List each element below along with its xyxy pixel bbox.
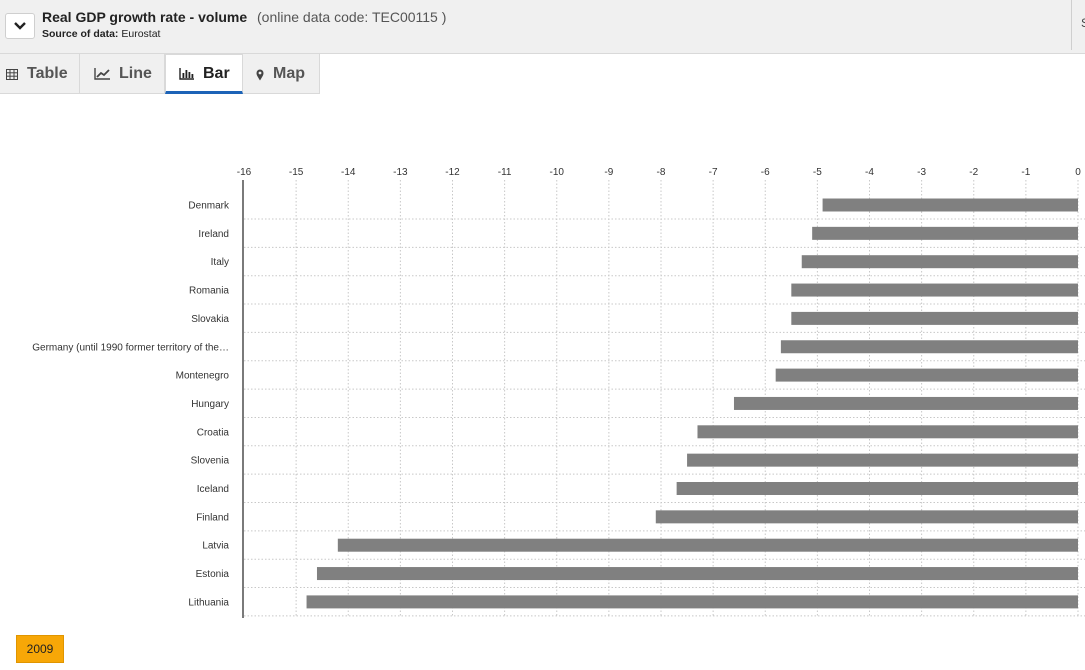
tab-table-label: Table [27,65,68,82]
year-badge[interactable]: 2009 [16,635,64,663]
tab-map-label: Map [273,65,305,82]
map-marker-icon [256,68,264,86]
bar[interactable] [337,538,1078,552]
tab-table[interactable]: Table [0,54,80,94]
source-line: Source of data: Eurostat [42,28,160,40]
category-label: Ireland [198,229,229,240]
bar[interactable] [306,595,1078,609]
dataset-title: Real GDP growth rate - volume [42,9,248,25]
category-label: Latvia [202,541,229,552]
x-tick-label: -14 [341,167,356,178]
source-value: Eurostat [121,28,161,40]
category-label: Germany (until 1990 former territory of … [32,342,229,353]
x-tick-label: -12 [445,167,460,178]
tab-line[interactable]: Line [80,54,165,94]
category-label: Hungary [191,399,229,410]
bar[interactable] [822,198,1078,212]
bar[interactable] [655,510,1078,524]
bar[interactable] [676,482,1078,495]
source-label: Source of data: [42,28,119,40]
x-tick-label: -13 [393,167,408,178]
category-label: Montenegro [176,371,230,382]
category-label: Lithuania [188,597,229,608]
right-panel-label[interactable]: S [1081,16,1085,30]
category-label: Romania [189,286,229,297]
x-tick-label: -3 [917,167,926,178]
category-label: Slovakia [191,314,229,325]
dataset-title-line: Real GDP growth rate - volume (online da… [42,9,446,25]
tab-map[interactable]: Map [243,54,320,94]
bar[interactable] [791,283,1078,297]
tab-line-label: Line [119,65,152,82]
tab-bar[interactable]: Bar [165,54,243,94]
x-tick-label: -2 [969,167,978,178]
bar[interactable] [801,255,1078,269]
x-tick-label: -5 [813,167,822,178]
category-label: Finland [196,512,229,523]
bar[interactable] [733,396,1078,410]
bar[interactable] [316,567,1079,581]
category-label: Slovenia [191,456,230,467]
line-chart-icon [94,67,111,85]
x-tick-label: -8 [657,167,666,178]
dataset-header: Real GDP growth rate - volume (online da… [0,0,1085,54]
bar[interactable] [791,311,1078,325]
category-label: Iceland [197,484,229,495]
bar[interactable] [780,340,1078,354]
bar[interactable] [697,425,1078,439]
x-tick-label: -16 [237,167,252,178]
header-divider [1071,0,1072,50]
category-label: Croatia [197,427,230,438]
x-tick-label: -9 [604,167,613,178]
bar[interactable] [775,368,1078,382]
x-tick-label: -15 [289,167,304,178]
tab-bar-label: Bar [203,65,230,82]
x-tick-label: -1 [1021,167,1030,178]
bar-chart-icon [179,67,195,85]
category-label: Italy [211,257,229,268]
category-label: Estonia [196,569,230,580]
collapse-toggle-button[interactable] [5,13,35,39]
x-tick-label: 0 [1075,167,1081,178]
table-icon [6,67,18,85]
x-tick-label: -6 [761,167,770,178]
bar[interactable] [812,226,1078,240]
x-tick-label: -4 [865,167,874,178]
dataset-code: (online data code: TEC00115 ) [257,9,447,25]
category-label: Denmark [188,201,230,212]
bar[interactable] [687,453,1078,467]
x-tick-label: -7 [709,167,718,178]
chevron-down-icon [14,22,26,30]
x-tick-label: -10 [550,167,565,178]
x-tick-label: -11 [498,167,512,178]
bar-chart: -16 -15 -14 -13 -12 -11 -10 -9 -8 -7 -6 -5 -4 -3 -2 -1 0… [32,167,1085,618]
view-tabs: Table Line Bar Ma [0,54,1085,94]
